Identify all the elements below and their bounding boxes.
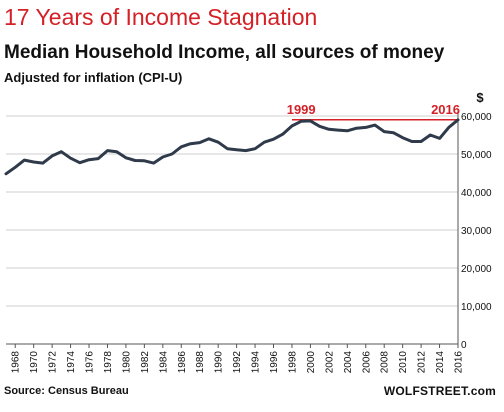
data-point [245,149,247,152]
data-point [32,161,35,163]
data-point [143,160,146,162]
data-point [51,155,53,157]
data-point [291,125,293,127]
income-series-line [4,118,460,176]
x-tick-label: 2000 [306,351,317,374]
data-point [309,120,312,122]
data-point [374,124,376,126]
data-point [364,126,367,129]
data-point [281,133,284,136]
x-tick-label: 1990 [214,351,225,374]
x-tick-label: 1998 [287,351,298,374]
data-point [346,130,349,132]
annotation-label-2016: 2016 [431,102,460,117]
data-point [337,129,339,131]
data-point [392,131,395,134]
x-tick-label: 1974 [66,351,77,374]
data-point [217,141,219,144]
axes [6,110,459,348]
x-tick-label: 2008 [380,351,391,374]
y-tick-label: 10,000 [461,302,492,313]
x-tick-label: 1976 [85,351,96,374]
data-point [88,158,90,161]
y-tick-label: 20,000 [461,264,492,275]
reference-layer: 1999 2016 [287,102,460,121]
annotation-label-1999: 1999 [287,102,316,117]
data-point [180,145,183,148]
data-point [447,126,450,129]
x-tick-label: 1970 [29,351,40,374]
data-point [263,141,266,144]
data-point [106,149,109,152]
data-point [235,149,238,151]
data-point [115,150,118,153]
x-tick-label: 2006 [361,351,372,374]
data-point [189,142,192,145]
data-point [97,157,100,160]
y-tick-label: 40,000 [461,188,492,199]
data-point [300,120,302,123]
data-point [69,157,72,159]
x-tick-label: 1994 [251,351,262,374]
data-point [457,119,459,121]
x-tick-label: 2012 [417,351,428,374]
x-tick-label: 1992 [232,351,243,374]
y-tick-label: 60,000 [461,112,492,123]
data-point [401,136,404,139]
data-point [208,138,210,140]
data-point [42,162,44,164]
x-tick-label: 1986 [177,351,188,374]
data-point [318,125,321,128]
x-tick-label: 1984 [158,351,169,374]
data-point [254,147,256,150]
data-point [328,128,330,131]
x-tick-label: 2014 [435,351,446,374]
source-note: Source: Census Bureau [4,385,129,397]
data-point [125,157,127,159]
y-tick-label: 0 [461,340,467,351]
x-tick-label: 2004 [343,351,354,374]
data-point [152,162,155,164]
y-axis-unit: $ [476,90,484,105]
data-point [411,140,413,143]
tick-labels: 0 10,000 20,000 30,000 40,000 50,000 60,000 $19… [11,90,492,373]
data-point [171,153,173,155]
x-tick-label: 2016 [454,351,465,374]
data-point [226,147,229,150]
x-tick-label: 1978 [103,351,114,374]
y-tick-label: 30,000 [461,226,492,237]
gridlines [6,115,458,307]
y-tick-label: 50,000 [461,150,492,161]
data-point [429,134,432,136]
x-tick-label: 1982 [140,351,151,374]
data-point [420,140,422,143]
data-point [134,159,136,162]
data-point [272,138,275,140]
brand-logo-text: WOLFSTREET.com [383,384,496,398]
x-tick-label: 1972 [48,351,59,374]
data-point [162,156,164,158]
data-point [14,166,17,169]
x-tick-label: 1988 [195,351,206,374]
x-tick-label: 2010 [398,351,409,374]
chart-note: Adjusted for inflation (CPI-U) [4,70,183,85]
data-point [355,127,358,129]
data-point [78,161,81,164]
data-point [383,130,386,133]
x-tick-label: 1996 [269,351,280,374]
data-point [23,159,26,161]
data-point [198,141,201,144]
series-layer [4,118,460,176]
data-point [438,137,441,140]
data-point [60,150,63,153]
chart-subtitle: Median Household Income, all sources of … [4,42,445,63]
chart-title: 17 Years of Income Stagnation [4,4,318,30]
x-tick-label: 1980 [121,351,132,374]
x-tick-label: 1968 [11,351,22,374]
data-point [5,172,7,175]
x-tick-label: 2002 [324,351,335,374]
